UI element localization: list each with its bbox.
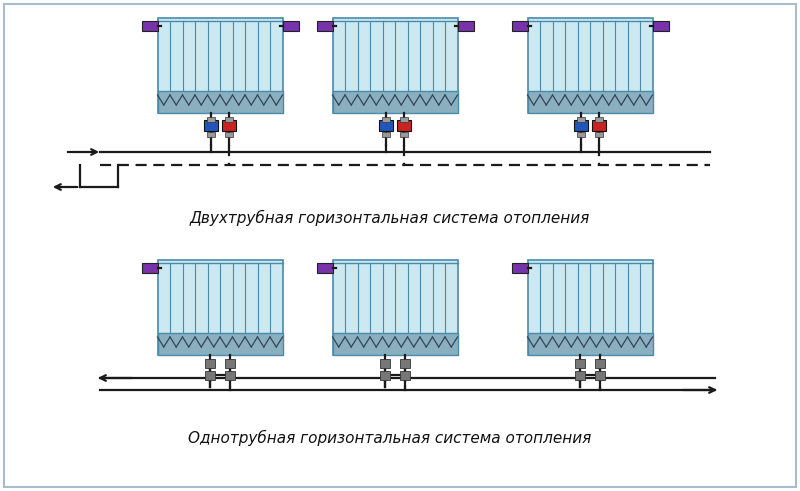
Bar [205, 359, 215, 368]
Bar [400, 132, 408, 137]
Bar [511, 263, 527, 273]
Bar [382, 117, 390, 122]
Bar [595, 132, 603, 137]
Bar [225, 117, 233, 122]
Text: Двухтрубная горизонтальная система отопления: Двухтрубная горизонтальная система отопл… [190, 210, 590, 226]
Bar [527, 260, 653, 355]
Bar [333, 18, 458, 113]
Bar [400, 371, 410, 380]
Bar [527, 91, 653, 113]
Bar [592, 120, 606, 131]
Bar [205, 371, 215, 380]
Bar [379, 120, 393, 131]
Bar [333, 260, 458, 355]
Bar [225, 371, 235, 380]
Bar [400, 117, 408, 122]
Bar [207, 117, 215, 122]
Bar [595, 371, 605, 380]
Bar [158, 260, 282, 355]
Bar [577, 117, 585, 122]
Bar [577, 132, 585, 137]
Bar [527, 18, 653, 113]
Bar [225, 132, 233, 137]
Bar [333, 333, 458, 355]
Bar [158, 91, 282, 113]
Bar [333, 91, 458, 113]
Bar [317, 21, 333, 31]
Bar [595, 359, 605, 368]
Bar [653, 21, 669, 31]
Bar [225, 359, 235, 368]
Text: Однотрубная горизонтальная система отопления: Однотрубная горизонтальная система отопл… [188, 430, 592, 446]
Bar [397, 120, 411, 131]
Bar [282, 21, 298, 31]
Bar [527, 333, 653, 355]
Bar [142, 263, 158, 273]
Bar [158, 18, 282, 113]
Bar [380, 359, 390, 368]
Bar [380, 371, 390, 380]
Bar [575, 371, 585, 380]
Bar [204, 120, 218, 131]
Bar [158, 333, 282, 355]
Bar [400, 359, 410, 368]
Bar [511, 21, 527, 31]
Bar [595, 117, 603, 122]
Bar [574, 120, 588, 131]
Bar [458, 21, 474, 31]
Bar [575, 359, 585, 368]
Bar [222, 120, 236, 131]
Bar [317, 263, 333, 273]
Bar [207, 132, 215, 137]
Bar [382, 132, 390, 137]
Bar [142, 21, 158, 31]
